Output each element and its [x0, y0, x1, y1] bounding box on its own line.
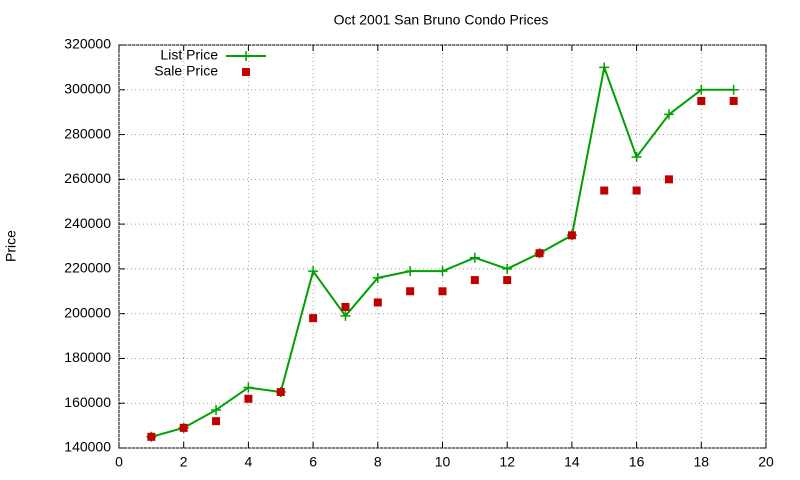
legend-label: List Price	[160, 47, 218, 63]
y-tick-label: 140000	[64, 439, 111, 455]
point-marker	[503, 276, 512, 285]
point-marker	[567, 231, 576, 240]
point-marker	[437, 266, 448, 277]
point-marker	[632, 186, 641, 195]
x-tick-label: 8	[374, 454, 382, 470]
y-tick-label: 220000	[64, 260, 111, 276]
point-marker	[373, 298, 382, 307]
point-marker	[308, 266, 319, 277]
point-marker	[631, 151, 642, 162]
point-marker	[502, 263, 513, 274]
point-marker	[696, 84, 707, 95]
point-marker	[697, 96, 706, 105]
y-tick-label: 320000	[64, 36, 111, 52]
legend-marker	[241, 51, 251, 61]
point-marker	[729, 96, 738, 105]
point-marker	[179, 423, 188, 432]
point-marker	[212, 417, 221, 426]
point-marker	[309, 314, 318, 323]
x-tick-label: 12	[499, 454, 515, 470]
point-marker	[340, 310, 351, 321]
point-marker	[276, 388, 285, 397]
x-tick-label: 20	[758, 454, 774, 470]
point-marker	[243, 382, 254, 393]
y-tick-label: 280000	[64, 125, 111, 141]
point-marker	[469, 252, 480, 263]
point-marker	[438, 287, 447, 296]
y-tick-label: 260000	[64, 170, 111, 186]
x-tick-label: 4	[245, 454, 253, 470]
y-tick-label: 180000	[64, 349, 111, 365]
point-marker	[405, 266, 416, 277]
point-marker	[663, 109, 674, 120]
x-tick-label: 6	[309, 454, 317, 470]
point-marker	[728, 84, 739, 95]
point-marker	[470, 276, 479, 285]
point-marker	[211, 404, 222, 415]
point-marker	[535, 249, 544, 258]
point-marker	[406, 287, 415, 296]
x-tick-label: 0	[115, 454, 123, 470]
y-tick-label: 300000	[64, 80, 111, 96]
x-tick-label: 18	[694, 454, 710, 470]
point-marker	[600, 186, 609, 195]
y-tick-label: 160000	[64, 394, 111, 410]
y-tick-label: 240000	[64, 215, 111, 231]
chart-title: Oct 2001 San Bruno Condo Prices	[334, 12, 549, 28]
x-tick-label: 16	[629, 454, 645, 470]
legend-marker	[242, 68, 250, 76]
point-marker	[664, 175, 673, 184]
x-tick-label: 10	[435, 454, 451, 470]
point-marker	[341, 302, 350, 311]
point-marker	[599, 62, 610, 73]
x-tick-label: 2	[180, 454, 188, 470]
legend-label: Sale Price	[154, 63, 218, 79]
point-marker	[372, 272, 383, 283]
x-tick-label: 14	[564, 454, 580, 470]
point-marker	[244, 394, 253, 403]
y-axis-label: Price	[3, 230, 19, 262]
point-marker	[147, 432, 156, 441]
y-tick-label: 200000	[64, 304, 111, 320]
